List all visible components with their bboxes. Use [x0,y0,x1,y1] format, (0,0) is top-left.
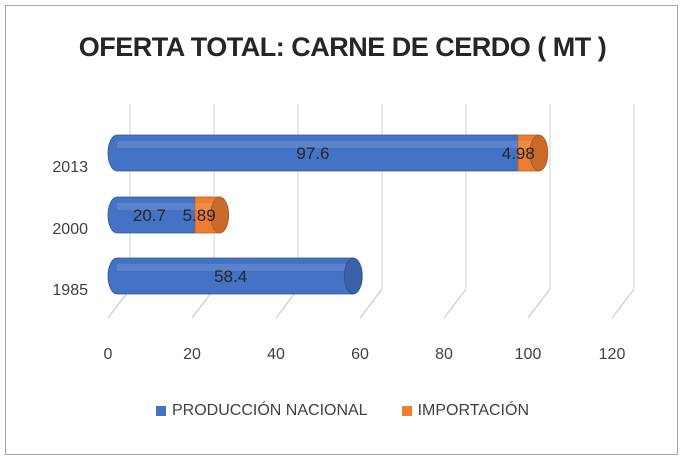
floor-line-60 [359,288,383,319]
y-tick-label-1985: 1985 [52,282,88,299]
bar-1985-produccion [107,257,363,295]
legend-item-importacion: IMPORTACIÓN [401,402,529,420]
legend-swatch-produccion [156,406,166,416]
bar-2013-importacion [517,134,549,172]
data-label-2013-importacion: 4.98 [502,144,535,163]
data-label-2000-produccion: 20.7 [133,206,166,225]
data-label-1985-produccion: 58.4 [214,267,247,286]
floor-line-120 [611,288,635,319]
bar-2013-produccion [107,134,519,172]
y-tick-label-2000: 2000 [52,221,88,238]
x-tick-label-40: 40 [267,346,285,363]
x-tick-label-0: 0 [104,346,113,363]
data-label-2000-importacion: 5.89 [183,206,216,225]
x-tick-label-120: 120 [599,346,626,363]
x-tick-label-100: 100 [515,346,542,363]
x-tick-label-20: 20 [183,346,201,363]
x-tick-label-60: 60 [351,346,369,363]
legend-swatch-importacion [401,406,412,416]
floor-line-100 [527,288,551,319]
x-tick-label-80: 80 [435,346,453,363]
legend-label-importacion: IMPORTACIÓN [417,402,529,419]
legend-label-produccion: PRODUCCIÓN NACIONAL [172,402,368,419]
chart-title: OFERTA TOTAL: CARNE DE CERDO ( MT ) [78,32,607,62]
bar-2000-importacion [194,196,230,234]
bar-2000-produccion [107,196,196,234]
legend-item-produccion: PRODUCCIÓN NACIONAL [156,402,368,420]
legend: PRODUCCIÓN NACIONAL IMPORTACIÓN [0,402,685,420]
floor-line-80 [443,288,467,319]
y-tick-label-2013: 2013 [52,159,88,176]
data-label-2013-produccion: 97.6 [296,144,329,163]
